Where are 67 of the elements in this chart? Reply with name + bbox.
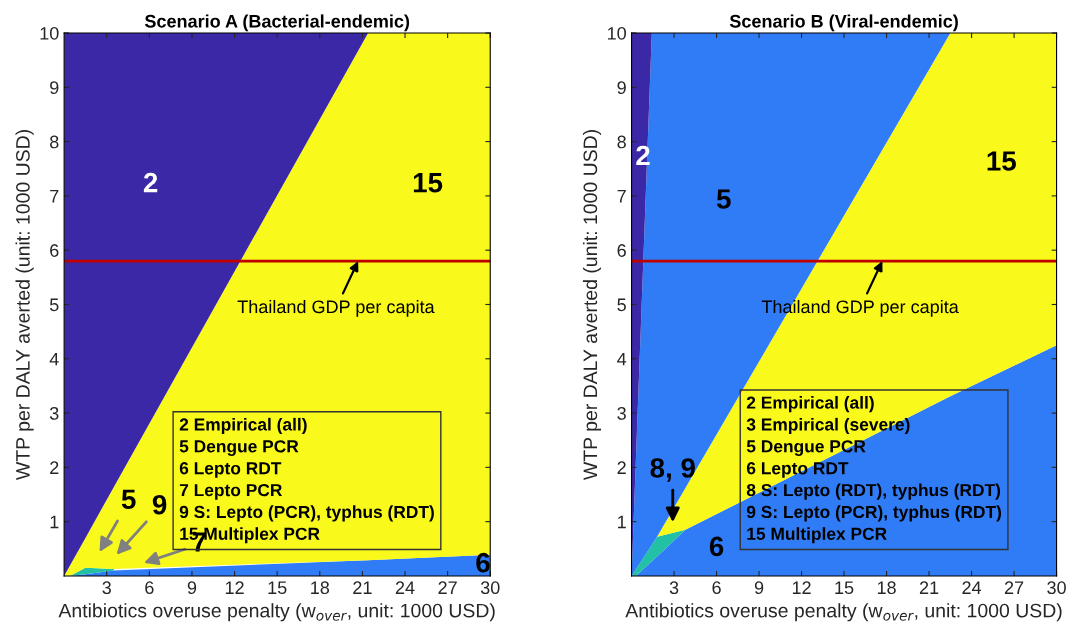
y-tick-label: 3 (49, 407, 59, 420)
annotation: 15 Multiplex PCR (747, 527, 887, 544)
x-tick-label: 12 (792, 581, 811, 594)
x-tick-label: 21 (919, 581, 939, 594)
annotation: 6 Lepto RDT (179, 462, 282, 478)
x-tick-label: 27 (1004, 581, 1024, 594)
x-tick-label: 27 (438, 581, 457, 594)
annotation: 6 Lepto RDT (746, 462, 849, 478)
annotation: 6 (476, 552, 490, 573)
y-tick-label: 6 (50, 244, 59, 257)
annotation: 15 (413, 173, 443, 193)
x-tick-label: 3 (102, 581, 111, 595)
y-tick-label: 5 (49, 298, 59, 312)
y-tick-label: 4 (617, 352, 627, 366)
x-tick-label: 6 (712, 581, 721, 595)
annotation: 2 Empirical (all) (179, 417, 307, 435)
annotation: 5 (121, 489, 136, 510)
y-axis-title: WTP per DALY averted (unit: 1000 USD) (582, 130, 602, 481)
x-tick-label: 12 (225, 581, 244, 594)
x-axis-title: Antibiotics overuse penalty (w$_{over}$, unit: 1000 USD) (58, 603, 495, 622)
x-tick-label: 9 (187, 581, 197, 595)
annotation: 8 S: Lepto (RDT), typhus (RDT) (746, 483, 1001, 500)
x-tick-label: 24 (395, 581, 415, 594)
y-tick-label: 1 (50, 515, 59, 529)
annotation: 2 (636, 145, 650, 166)
x-tick-label: 18 (311, 581, 330, 595)
chart-title: Scenario B (Viral-endemic) (729, 14, 958, 32)
y-tick-label: 10 (607, 26, 626, 40)
annotation: 7 Lepto PCR (179, 483, 283, 500)
x-tick-label: 6 (145, 581, 154, 595)
x-tick-label: 3 (669, 581, 679, 595)
x-tick-label: 15 (835, 581, 854, 595)
y-tick-label: 8 (617, 135, 626, 149)
y-tick-label: 4 (49, 352, 59, 366)
x-tick-label: 30 (480, 581, 500, 595)
annotation: 9 S: Lepto (PCR), typhus (RDT) (746, 505, 1002, 522)
x-tick-label: 18 (877, 581, 896, 595)
x-tick-label: 9 (754, 581, 764, 595)
y-tick-label: 9 (617, 81, 626, 95)
y-tick-label: 1 (618, 515, 626, 529)
y-tick-label: 8 (50, 135, 59, 149)
y-axis-title: WTP per DALY averted (unit: 1000 USD) (15, 130, 34, 481)
y-tick-label: 9 (50, 81, 59, 95)
x-tick-label: 15 (268, 581, 287, 595)
x-tick-label: 21 (353, 581, 372, 594)
x-tick-label: 30 (1047, 581, 1066, 595)
x-tick-label: 24 (962, 581, 982, 594)
y-tick-label: 7 (50, 190, 59, 203)
y-tick-label: 6 (617, 244, 626, 257)
y-tick-label: 3 (617, 407, 626, 420)
annotation: 9 (152, 494, 167, 515)
annotation: 6 (709, 536, 724, 557)
annotation: 2 Empirical (all) (746, 396, 874, 413)
y-tick-label: 2 (50, 461, 59, 474)
annotation: 5 Dengue PCR (179, 440, 299, 456)
annotation: 15 (987, 151, 1016, 171)
annotation: 9 S: Lepto (PCR), typhus (RDT) (179, 505, 434, 522)
annotation: Thailand GDP per capita (237, 299, 435, 317)
annotation: 5 (716, 189, 731, 209)
x-axis-title: Antibiotics overuse penalty (w$_{over}$, unit: 1000 USD) (625, 603, 1062, 622)
annotation: 2 (143, 172, 158, 193)
annotation: 8, 9 (650, 458, 695, 482)
y-tick-label: 5 (617, 298, 626, 312)
y-tick-label: 10 (40, 26, 59, 40)
chart-title: Scenario A (Bacterial-endemic) (144, 14, 410, 32)
y-tick-label: 7 (617, 190, 626, 203)
y-tick-label: 2 (617, 461, 626, 474)
